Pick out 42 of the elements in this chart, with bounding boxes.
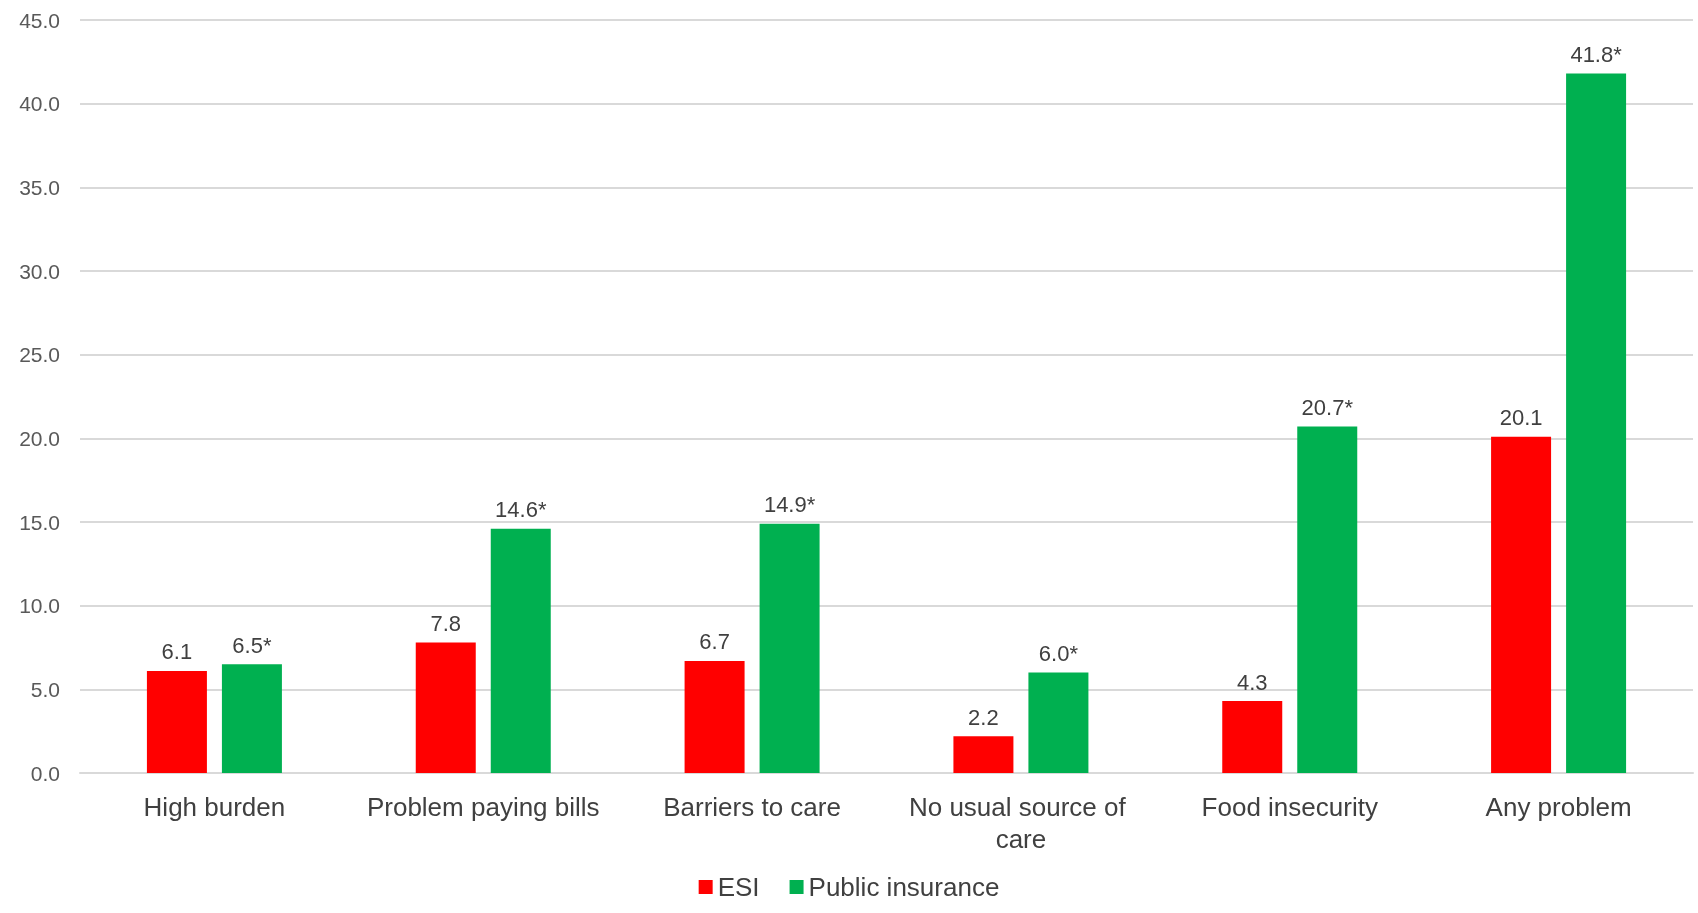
y-tick-label: 10.0 (19, 594, 60, 618)
bar (759, 523, 820, 773)
y-tick-label: 0.0 (30, 761, 60, 785)
x-tick-label: Any problem (1485, 792, 1632, 822)
x-tick-label: No usual source of care (908, 792, 1133, 854)
y-tick-label: 25.0 (19, 343, 60, 367)
bar (221, 664, 282, 773)
y-tick-label: 15.0 (19, 510, 60, 534)
data-label: 7.8 (430, 610, 462, 636)
x-tick-label: High burden (143, 792, 286, 822)
bar (1297, 426, 1358, 773)
bar (146, 670, 207, 773)
x-tick-label: Problem paying bills (366, 792, 600, 822)
bar (490, 528, 551, 773)
y-tick-label: 5.0 (30, 677, 60, 701)
legend-label: Public insurance (808, 872, 1000, 902)
y-tick-label: 35.0 (19, 175, 60, 199)
bar (415, 642, 476, 773)
legend-label: ESI (717, 872, 760, 902)
data-label: 14.9* (763, 492, 816, 518)
y-tick-label: 20.0 (19, 426, 60, 450)
x-tick-label: Food insecurity (1201, 792, 1378, 822)
x-tick-label: Barriers to care (663, 792, 841, 822)
bar (1566, 73, 1627, 773)
data-label: 6.7 (699, 629, 730, 655)
data-label: 6.0* (1038, 641, 1079, 667)
bar (1491, 436, 1552, 773)
data-label: 2.2 (968, 704, 999, 730)
data-label: 20.1 (1499, 405, 1543, 431)
y-tick-label: 30.0 (19, 259, 60, 283)
bar (684, 660, 745, 773)
data-label: 20.7* (1301, 395, 1354, 421)
data-label: 6.5* (232, 632, 272, 658)
data-label: 14.6* (495, 497, 547, 523)
bar (1028, 672, 1089, 773)
bar (953, 736, 1014, 773)
y-tick-label: 40.0 (19, 92, 60, 116)
data-label: 41.8* (1570, 42, 1623, 68)
data-label: 4.3 (1236, 669, 1268, 695)
y-tick-label: 45.0 (19, 8, 60, 32)
bar (1222, 701, 1283, 773)
data-label: 6.1 (161, 639, 193, 665)
